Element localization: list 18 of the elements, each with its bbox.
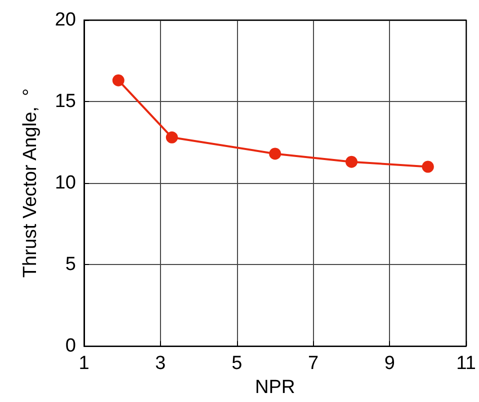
y-tick-label: 0 (65, 336, 76, 357)
y-axis-title: Thrust Vector Angle, ° (20, 88, 41, 278)
x-axis-title: NPR (255, 377, 296, 398)
x-tick-label: 5 (232, 353, 242, 374)
x-tick-label: 7 (308, 353, 319, 374)
y-tick-label: 10 (54, 172, 76, 194)
point (346, 156, 358, 168)
x-tick-label: 3 (155, 353, 166, 374)
point (166, 131, 178, 144)
x-tick-label: 1 (78, 353, 90, 374)
x-tick-label: 11 (456, 353, 476, 374)
y-tick-label: 15 (54, 91, 76, 112)
point (269, 148, 282, 160)
point (422, 160, 434, 173)
point (112, 74, 124, 86)
y-tick-label: 5 (65, 254, 76, 276)
x-tick-label: 9 (384, 353, 395, 374)
y-tick-label: 20 (54, 10, 76, 30)
